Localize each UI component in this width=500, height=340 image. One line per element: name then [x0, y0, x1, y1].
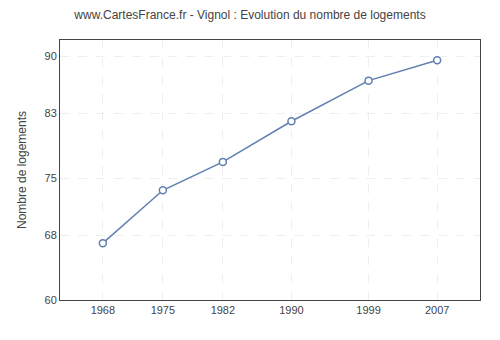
- svg-text:90: 90: [45, 50, 57, 62]
- svg-text:83: 83: [45, 107, 57, 119]
- svg-text:www.CartesFrance.fr - Vignol :: www.CartesFrance.fr - Vignol : Evolution…: [73, 8, 425, 22]
- svg-text:Nombre de logements: Nombre de logements: [15, 111, 29, 229]
- svg-text:2007: 2007: [425, 304, 449, 316]
- svg-text:68: 68: [45, 229, 57, 241]
- svg-text:1990: 1990: [279, 304, 303, 316]
- svg-text:1982: 1982: [211, 304, 235, 316]
- svg-text:1999: 1999: [356, 304, 380, 316]
- svg-text:60: 60: [45, 294, 57, 306]
- svg-text:75: 75: [45, 172, 57, 184]
- svg-text:1968: 1968: [91, 304, 115, 316]
- svg-text:1975: 1975: [151, 304, 175, 316]
